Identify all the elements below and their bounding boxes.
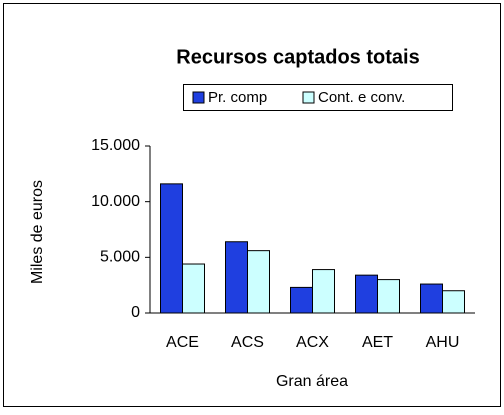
bar [377, 279, 400, 314]
bar [442, 290, 465, 314]
y-tick-label: 5.000 [100, 249, 140, 266]
bar [247, 250, 270, 314]
legend-box [183, 84, 453, 111]
legend-swatch [302, 91, 315, 104]
bar [182, 263, 205, 314]
x-tick-label: AET [362, 334, 393, 351]
chart-border [3, 3, 501, 407]
legend-label: Cont. e conv. [318, 89, 405, 106]
legend-label: Pr. comp [208, 89, 267, 106]
bar [160, 183, 183, 314]
y-tick-label: 0 [131, 304, 140, 321]
x-tick-label: AHU [426, 334, 460, 351]
y-tick-label: 15.000 [91, 137, 140, 154]
chart-title: Recursos captados totais [176, 46, 419, 68]
x-axis-label: Gran área [276, 373, 348, 390]
bar [420, 283, 443, 314]
x-tick-label: ACE [166, 334, 199, 351]
bar [290, 286, 313, 314]
bar [312, 269, 335, 314]
legend-swatch [192, 91, 205, 104]
x-tick-label: ACS [231, 334, 264, 351]
bar [355, 274, 378, 314]
bar [225, 241, 248, 314]
y-tick-label: 10.000 [91, 193, 140, 210]
y-axis-label: Miles de euros [29, 180, 46, 284]
x-tick-label: ACX [296, 334, 329, 351]
